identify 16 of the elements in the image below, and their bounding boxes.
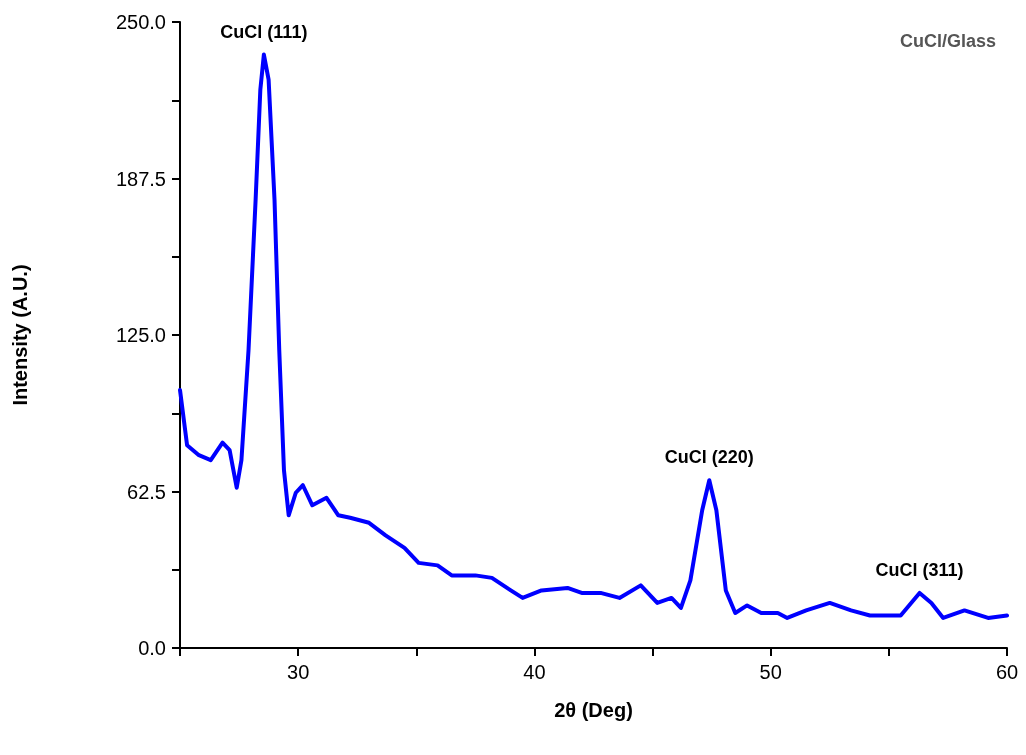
x-tick-label: 50 [759, 661, 782, 683]
y-axis-title: Intensity (A.U.) [9, 264, 31, 406]
y-tick-label: 125.0 [115, 324, 166, 346]
annotation: CuCl (311) [875, 559, 964, 580]
annotation: CuCl (220) [664, 447, 754, 468]
annotation: CuCl (111) [220, 21, 308, 42]
y-tick-label: 62.5 [127, 480, 166, 503]
y-tick-label: 187.5 [115, 167, 166, 190]
x-tick-label: 60 [995, 661, 1019, 683]
x-tick-label: 40 [523, 661, 546, 683]
line-series [178, 52, 1009, 620]
y-tick-label: 0.0 [138, 637, 166, 659]
x-tick-label: 30 [287, 661, 310, 683]
x-axis-title: 2θ (Deg) [554, 699, 633, 721]
annotation: CuCl/Glass [899, 31, 996, 51]
y-tick-label: 250.0 [115, 11, 166, 33]
